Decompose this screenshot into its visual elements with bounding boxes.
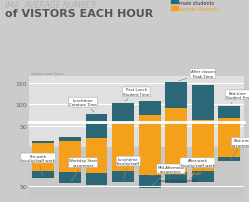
Bar	[218, 157, 240, 161]
Bar	[86, 147, 107, 173]
Bar	[86, 173, 107, 185]
Text: IMA: AVERAGE NUMBER: IMA: AVERAGE NUMBER	[5, 1, 96, 10]
Bar	[112, 171, 134, 182]
Bar	[192, 171, 214, 182]
Bar	[218, 106, 240, 118]
Text: Bed-time
Student Hrs: Bed-time Student Hrs	[226, 91, 249, 104]
Bar	[32, 141, 54, 143]
Bar	[59, 147, 81, 172]
Bar	[218, 118, 240, 147]
Bar	[139, 102, 161, 115]
Bar	[112, 103, 134, 124]
Text: of VISTORS EACH HOUR: of VISTORS EACH HOUR	[5, 9, 153, 19]
Text: Bed-time
occurrence: Bed-time occurrence	[231, 138, 249, 159]
Text: female students: female students	[179, 7, 219, 12]
Text: Lunchtime
Creature Time: Lunchtime Creature Time	[69, 98, 97, 113]
Bar	[165, 172, 187, 183]
Bar	[32, 147, 54, 171]
Bar	[32, 171, 54, 179]
Text: female faculty/staff: female faculty/staff	[158, 171, 201, 175]
Text: After classes
Peak Time: After classes Peak Time	[179, 70, 215, 81]
Bar	[165, 147, 187, 172]
Bar	[192, 147, 214, 171]
Bar	[32, 143, 54, 147]
Bar	[59, 141, 81, 147]
Bar	[165, 109, 187, 147]
Text: Post Lunch
Student Time: Post Lunch Student Time	[123, 88, 149, 102]
Bar	[112, 147, 134, 171]
Text: visitors per hour: visitors per hour	[31, 72, 63, 76]
Bar	[192, 121, 214, 147]
Text: Mid-Afternoon
occurrence: Mid-Afternoon occurrence	[152, 165, 185, 186]
Text: male faculty/staff: male faculty/staff	[158, 178, 197, 182]
Bar	[59, 138, 81, 141]
Bar	[139, 115, 161, 147]
Text: male students: male students	[179, 1, 214, 6]
Text: After-work
faculty/staff work: After-work faculty/staff work	[181, 159, 214, 181]
Bar	[218, 147, 240, 157]
Text: Workday Start
occurrence: Workday Start occurrence	[69, 159, 97, 181]
Bar	[192, 86, 214, 121]
Bar	[165, 82, 187, 109]
Bar	[139, 147, 161, 175]
Bar	[139, 175, 161, 188]
Bar	[86, 115, 107, 138]
Text: Lunchtime
faculty/staff: Lunchtime faculty/staff	[117, 157, 140, 179]
Bar	[59, 172, 81, 183]
Bar	[112, 124, 134, 147]
Bar	[86, 138, 107, 147]
Text: Pre-work
faculty/staff work: Pre-work faculty/staff work	[21, 154, 55, 176]
